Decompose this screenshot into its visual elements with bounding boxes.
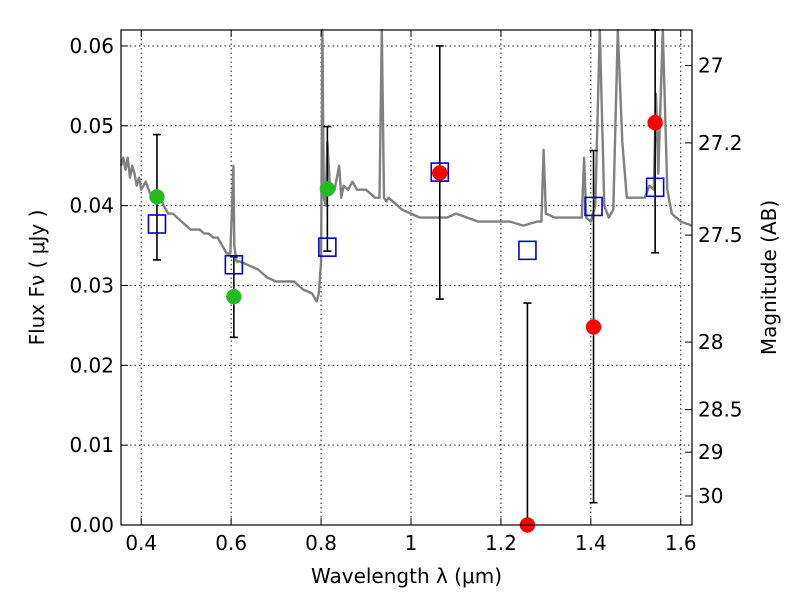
error-bars bbox=[152, 29, 660, 526]
right-y-axis-label: Magnitude (AB) bbox=[757, 200, 781, 355]
model-square-marker bbox=[430, 162, 450, 182]
x-tick-label: 1.6 bbox=[665, 531, 697, 555]
optical-point bbox=[226, 288, 242, 305]
y-tick-label: 0.01 bbox=[69, 433, 114, 457]
model-square-marker bbox=[584, 196, 603, 217]
y-tick-label: 0.05 bbox=[69, 114, 114, 138]
y-tick-label: 0.04 bbox=[69, 194, 114, 218]
right-tick-label: 29 bbox=[698, 440, 723, 464]
plot-frame bbox=[120, 29, 693, 526]
x-tick-label: 0.8 bbox=[305, 531, 337, 555]
model-square-marker bbox=[645, 177, 665, 198]
x-tick-label: 0.6 bbox=[215, 531, 247, 555]
x-tick-label: 1.2 bbox=[485, 531, 517, 555]
right-tick-label: 30 bbox=[698, 484, 723, 508]
x-axis-label: Wavelength λ (μm) bbox=[311, 564, 502, 588]
nir-point bbox=[585, 319, 602, 335]
y-tick-label: 0.06 bbox=[69, 34, 114, 58]
optical-point bbox=[319, 181, 336, 197]
y-tick-label: 0.03 bbox=[69, 273, 114, 297]
model-square-marker bbox=[224, 254, 244, 275]
right-tick-label: 28.5 bbox=[698, 398, 743, 422]
model-square-marker bbox=[147, 214, 167, 234]
template-spectrum bbox=[119, 28, 693, 303]
data-markers bbox=[147, 114, 665, 533]
right-tick-label: 27.5 bbox=[698, 223, 743, 247]
grid bbox=[121, 30, 692, 526]
spectrum-line bbox=[119, 28, 693, 303]
model-square-marker bbox=[518, 240, 537, 261]
nir-point bbox=[432, 165, 448, 181]
y-tick-label: 0.00 bbox=[69, 513, 114, 537]
axis-ticks: 0.4 0.6 0.8 1 1.2 1.4 1.6 0.00 0.01 0.02 0.03 0.04 0… bbox=[69, 30, 743, 555]
right-tick-label: 27 bbox=[698, 54, 723, 78]
x-tick-label: 1 bbox=[405, 531, 418, 555]
y-tick-label: 0.02 bbox=[69, 353, 114, 377]
plot-area bbox=[119, 28, 693, 533]
x-tick-label: 0.4 bbox=[125, 531, 157, 555]
y-axis-label: Flux Fν ( μJy ) bbox=[25, 210, 49, 346]
x-tick-label: 1.4 bbox=[575, 531, 607, 555]
nir-point bbox=[647, 114, 663, 131]
right-tick-label: 28 bbox=[698, 330, 723, 354]
model-square-marker bbox=[318, 237, 337, 257]
right-tick-label: 27.2 bbox=[698, 131, 743, 155]
optical-point bbox=[149, 189, 165, 205]
